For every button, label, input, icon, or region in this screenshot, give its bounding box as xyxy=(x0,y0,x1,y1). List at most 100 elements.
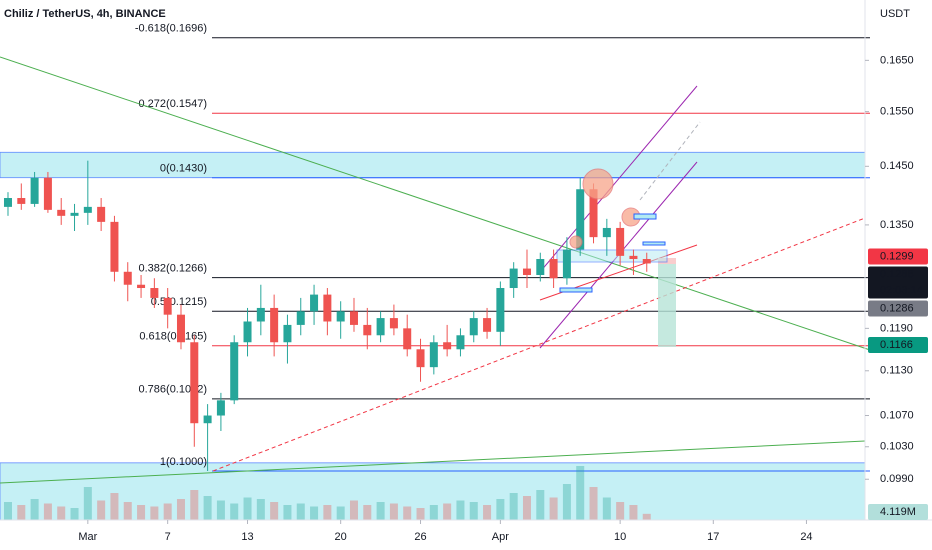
candle-body xyxy=(323,294,332,322)
x-tick-label: Mar xyxy=(78,531,97,543)
candle-body xyxy=(30,177,39,204)
volume-bar xyxy=(616,502,625,520)
y-tick-label: 0.1070 xyxy=(880,409,914,421)
candle-body xyxy=(602,227,611,238)
volume-bar xyxy=(270,502,279,520)
volume-bar xyxy=(296,503,305,520)
candle-body xyxy=(137,284,146,289)
dashed-projection xyxy=(639,121,701,201)
volume-bar xyxy=(629,505,638,520)
volume-bar xyxy=(43,503,52,520)
candle-body xyxy=(57,209,66,216)
candle-body xyxy=(469,318,478,336)
position-target xyxy=(658,264,676,347)
trend-line xyxy=(0,56,871,351)
volume-label-box xyxy=(868,504,928,520)
volume-bar xyxy=(30,499,39,520)
candle-body xyxy=(296,311,305,325)
volume-bar xyxy=(456,500,465,520)
trend-line xyxy=(0,440,866,484)
x-tick-label: 24 xyxy=(800,531,812,543)
price-label: 0.1286 xyxy=(880,302,914,314)
chart-title: Chiliz / TetherUS, 4h, BINANCE xyxy=(4,8,166,20)
candle-body xyxy=(443,342,452,350)
volume-bar xyxy=(469,502,478,520)
candle-body xyxy=(549,259,558,279)
marker-box xyxy=(642,241,666,246)
y-tick-label: 0.1550 xyxy=(880,106,914,118)
candle-body xyxy=(483,318,492,332)
volume-bar xyxy=(283,505,292,520)
price-label-box xyxy=(868,337,928,354)
candle-body xyxy=(123,271,132,285)
x-tick-label: 17 xyxy=(707,531,719,543)
range-box xyxy=(556,249,668,263)
volume-bar xyxy=(216,500,225,520)
volume-bar xyxy=(443,503,452,520)
y-tick-label: 0.0990 xyxy=(880,473,914,485)
x-tick-label: 26 xyxy=(414,531,426,543)
volume-bar xyxy=(589,487,598,520)
candle-body xyxy=(336,311,345,322)
volume-bar xyxy=(3,502,12,520)
candle-body xyxy=(163,297,172,315)
candles xyxy=(3,160,651,472)
candle-body xyxy=(43,177,52,210)
candle-body xyxy=(363,324,372,336)
price-label-box xyxy=(868,300,928,317)
volume-bar xyxy=(363,505,372,520)
zone xyxy=(0,151,866,179)
volume-bar xyxy=(70,508,79,520)
volume-bar xyxy=(176,499,185,520)
price-label-box xyxy=(868,266,928,299)
volume-bar xyxy=(97,500,106,520)
candle-body xyxy=(243,321,252,343)
candle-body xyxy=(203,415,212,424)
candle-body xyxy=(616,227,625,256)
volume-bar xyxy=(203,496,212,520)
axes: 0.1650 0.1550 0.1450 0.1350 0.1190 0.1130 0.10… xyxy=(78,54,928,543)
candle-body xyxy=(17,198,26,204)
candle-body xyxy=(376,318,385,336)
fib-label: 0.272(0.1547) xyxy=(139,98,208,110)
fib-label: -0.618(0.1696) xyxy=(135,23,207,35)
candle-body xyxy=(429,342,438,368)
candle-body xyxy=(230,342,239,401)
y-tick-label: 0.1650 xyxy=(880,54,914,66)
candle-body xyxy=(110,221,119,272)
volume-bar xyxy=(483,505,492,520)
fib-label: 0(0.1430) xyxy=(160,163,207,175)
candle-body xyxy=(83,206,92,213)
volume-bar xyxy=(576,466,585,520)
marker-box xyxy=(559,287,593,293)
candle-body xyxy=(283,324,292,343)
volume-bar xyxy=(310,506,319,520)
y-tick-label: 0.1450 xyxy=(880,160,914,172)
candle-body xyxy=(536,259,545,275)
volume-bar xyxy=(230,503,239,520)
volume-bar xyxy=(17,505,26,520)
volume-bar xyxy=(389,503,398,520)
candle-body xyxy=(389,318,398,329)
volume-bar xyxy=(602,497,611,520)
fib-levels: -0.618(0.1696) 0.272(0.1547) 0(0.1430) 0.38… xyxy=(135,23,870,472)
volume-bar xyxy=(416,508,425,520)
markers xyxy=(559,168,666,293)
zones xyxy=(0,151,866,521)
candle-body xyxy=(403,328,412,350)
candle-body xyxy=(642,259,651,264)
candle-body xyxy=(97,206,106,222)
fib-label: 1(0.1000) xyxy=(160,456,207,468)
volume-bar xyxy=(403,506,412,520)
price-label: 0.1288 xyxy=(880,268,914,280)
volume-bar xyxy=(83,487,92,520)
volume-bar xyxy=(509,493,518,520)
dashed-trend xyxy=(212,217,866,472)
volume-bar xyxy=(562,484,571,520)
x-tick-label: 7 xyxy=(165,531,171,543)
marker-box xyxy=(633,213,657,220)
highlight-circle xyxy=(569,235,583,249)
y-tick-label: 0.1350 xyxy=(880,219,914,231)
